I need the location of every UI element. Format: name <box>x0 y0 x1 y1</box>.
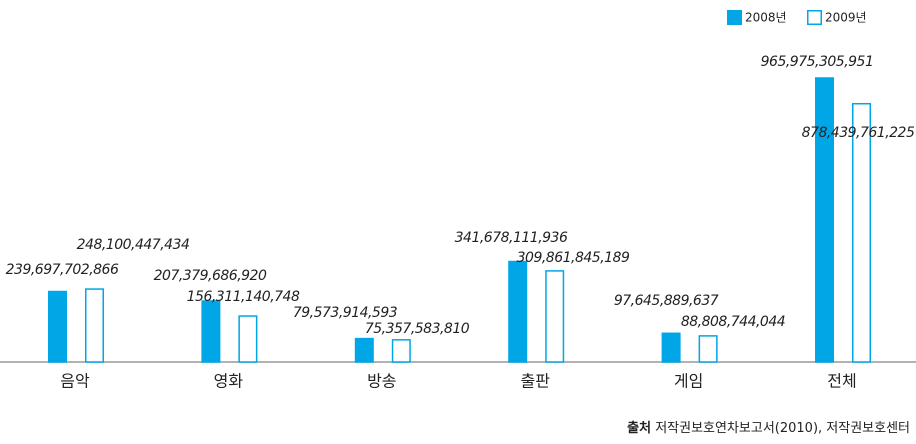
bar <box>508 260 528 363</box>
value-label: 878,439,761,225 <box>802 125 915 141</box>
source: 출처 저작권보호연차보고서(2010), 저작권보호센터 <box>627 420 910 436</box>
bar <box>852 102 871 363</box>
x-tick-label: 출판 <box>520 372 550 391</box>
bar <box>815 77 834 363</box>
bar <box>238 315 258 363</box>
x-tick-label: 음악 <box>60 372 90 391</box>
value-label: 309,861,845,189 <box>517 250 630 266</box>
value-label: 207,379,686,920 <box>154 268 267 284</box>
bar <box>201 300 221 363</box>
bar <box>698 335 718 363</box>
legend-swatch <box>807 10 822 25</box>
bar <box>48 290 67 363</box>
value-label: 248,100,447,434 <box>77 237 190 253</box>
value-label: 965,975,305,951 <box>761 54 874 70</box>
value-label: 97,645,889,637 <box>614 293 719 309</box>
value-label: 75,357,583,810 <box>365 321 470 337</box>
bar <box>661 332 681 363</box>
x-tick-label: 방송 <box>367 372 396 391</box>
value-label: 88,808,744,044 <box>681 314 785 330</box>
legend-swatch <box>727 10 742 25</box>
x-tick-label: 게임 <box>674 372 703 391</box>
bar <box>545 270 565 363</box>
value-label: 79,573,914,593 <box>293 305 397 321</box>
source-text: 저작권보호연차보고서(2010), 저작권보호센터 <box>655 421 910 436</box>
source-label: 출처 <box>627 420 651 436</box>
x-tick-label: 영화 <box>214 372 244 391</box>
value-label: 341,678,111,936 <box>455 230 568 246</box>
bar <box>354 337 374 363</box>
legend-label: 2008년 <box>745 11 787 25</box>
bar <box>391 339 411 363</box>
legend-label: 2009년 <box>825 11 867 25</box>
value-label: 156,311,140,748 <box>187 289 300 305</box>
x-tick-label: 전체 <box>827 372 856 391</box>
bar <box>85 288 104 363</box>
value-label: 239,697,702,866 <box>6 262 119 278</box>
